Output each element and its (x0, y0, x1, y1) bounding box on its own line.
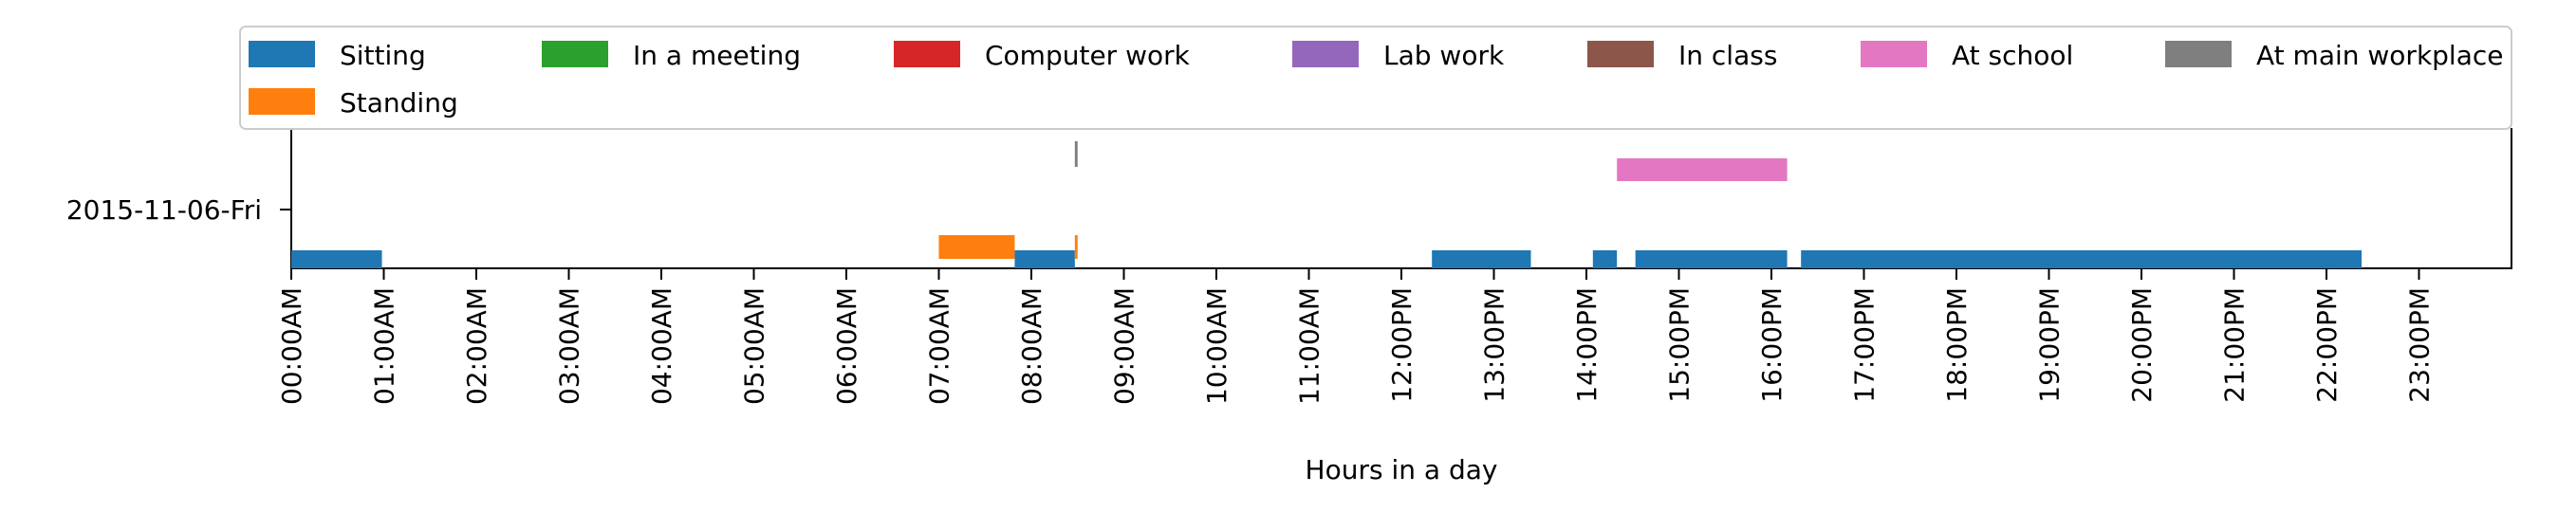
legend-label-sitting: Sitting (340, 40, 426, 71)
legend-swatch-at-main-workplace (2165, 41, 2232, 67)
plot-area: 00:00AM 01:00AM 02:00AM 03:00AM 04:00AM 05:00… (66, 128, 2512, 405)
bar-sitting (1432, 250, 1531, 268)
legend-swatch-sitting (249, 41, 315, 67)
legend-swatch-in-a-meeting (542, 41, 608, 67)
x-tick-label: 20:00PM (2126, 287, 2158, 403)
x-tick-label: 08:00AM (1016, 287, 1047, 405)
x-tick-label: 11:00AM (1294, 287, 1325, 405)
bar-standing (1074, 235, 1078, 259)
x-tick-label: 17:00PM (1849, 287, 1881, 403)
x-tick-label: 06:00AM (831, 287, 862, 405)
bars-layer (291, 141, 2363, 268)
x-tick-label: 01:00AM (369, 287, 400, 405)
legend-frame (239, 26, 2512, 130)
legend-label-computer-work: Computer work (985, 40, 1191, 71)
x-tick-label: 22:00PM (2311, 287, 2343, 403)
x-tick-label: 02:00AM (461, 287, 492, 405)
y-ticks-layer: 2015-11-06-Fri (66, 194, 291, 226)
legend-label-standing: Standing (340, 87, 458, 119)
x-tick-label: 03:00AM (554, 287, 585, 405)
x-tick-label: 07:00AM (924, 287, 955, 405)
x-axis-label: Hours in a day (1306, 454, 1498, 485)
legend-swatch-computer-work (894, 41, 960, 67)
x-tick-label: 21:00PM (2219, 287, 2251, 403)
legend: Sitting In a meeting Computer work Lab work… (239, 26, 2512, 130)
bar-sitting (1635, 250, 1788, 268)
x-ticks-layer: 00:00AM 01:00AM 02:00AM 03:00AM 04:00AM 05:00… (276, 268, 2436, 405)
legend-label-at-school: At school (1952, 40, 2073, 71)
x-tick-label: 23:00PM (2404, 287, 2436, 403)
x-tick-label: 00:00AM (276, 287, 307, 405)
x-tick-label: 13:00PM (1479, 287, 1510, 403)
legend-label-lab-work: Lab work (1383, 40, 1505, 71)
bar-sitting (1014, 250, 1075, 268)
legend-swatch-standing (249, 88, 315, 115)
x-tick-label: 18:00PM (1941, 287, 1973, 403)
legend-label-in-class: In class (1678, 40, 1777, 71)
legend-swatch-lab-work (1292, 41, 1359, 67)
legend-swatch-at-school (1861, 41, 1927, 67)
bar-sitting (1592, 250, 1618, 268)
y-tick-label: 2015-11-06-Fri (66, 194, 262, 226)
x-tick-label: 04:00AM (646, 287, 677, 405)
bar-sitting (1801, 250, 2363, 268)
legend-label-at-main-workplace: At main workplace (2256, 40, 2504, 71)
legend-label-in-a-meeting: In a meeting (633, 40, 801, 71)
bar-sitting (291, 250, 382, 268)
bar-at-school (1617, 158, 1788, 181)
x-tick-label: 19:00PM (2034, 287, 2066, 403)
x-tick-label: 16:00PM (1756, 287, 1788, 403)
x-tick-label: 14:00PM (1571, 287, 1603, 403)
x-tick-label: 12:00PM (1386, 287, 1418, 403)
bar-standing (938, 235, 1015, 259)
x-tick-label: 05:00AM (739, 287, 770, 405)
legend-swatch-in-class (1587, 41, 1654, 67)
x-tick-label: 15:00PM (1664, 287, 1696, 403)
x-tick-label: 10:00AM (1201, 287, 1232, 405)
bar-at-main-workplace (1074, 141, 1078, 167)
x-tick-label: 09:00AM (1109, 287, 1140, 405)
